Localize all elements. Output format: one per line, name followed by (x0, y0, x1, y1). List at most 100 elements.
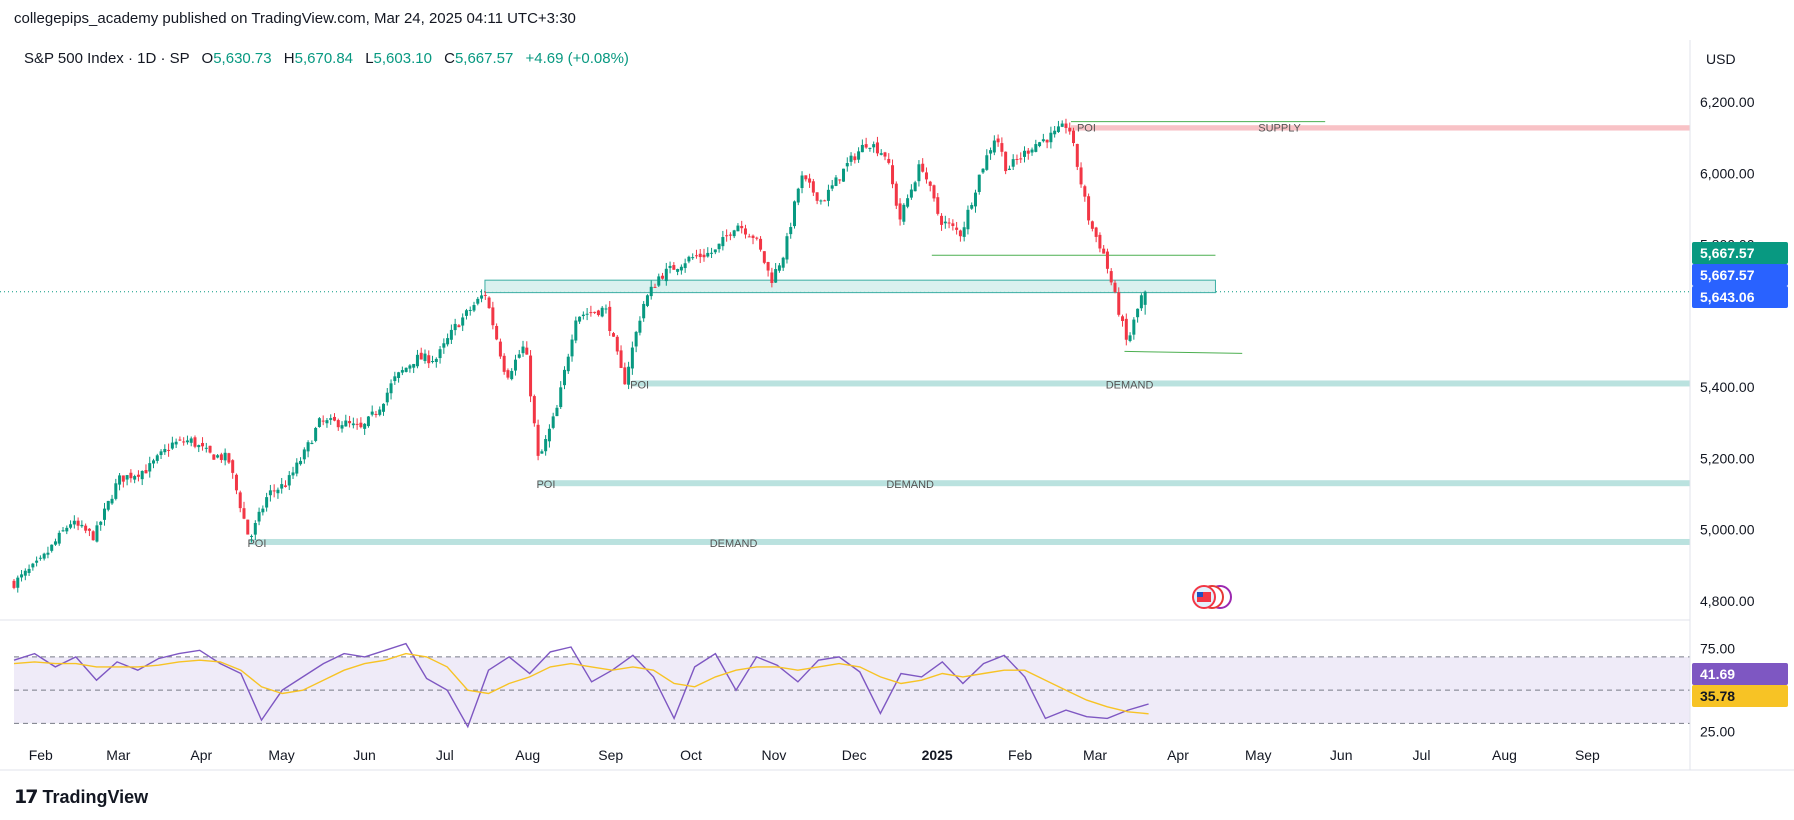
candle-body (189, 438, 193, 443)
time-tick-label: Apr (190, 747, 212, 763)
candle-body (872, 144, 876, 148)
high-value: 5,670.84 (294, 50, 354, 67)
candle-body (513, 359, 517, 371)
candle-body (287, 475, 291, 486)
candle-body (250, 535, 254, 537)
candle-body (495, 325, 499, 340)
candle-body (76, 520, 80, 526)
demand-zone (632, 380, 1690, 387)
candle-body (1007, 168, 1011, 170)
tradingview-logo-icon: 17 (14, 786, 38, 808)
open-label: O (201, 50, 214, 67)
candle-body (1128, 335, 1132, 341)
candle-body (404, 367, 408, 372)
candle-body (415, 354, 419, 367)
candle-body (174, 441, 178, 445)
candle-body (35, 560, 39, 563)
candle-body (283, 485, 287, 487)
candle-body (936, 197, 940, 214)
candle-body (657, 276, 661, 286)
tradingview-brand[interactable]: 17 TradingView (14, 786, 148, 808)
candle-body (804, 175, 808, 180)
candle-body (815, 192, 819, 201)
candle-body (551, 416, 555, 428)
candle-body (1019, 158, 1023, 160)
demand-label: DEMAND (886, 479, 934, 491)
candle-body (710, 252, 714, 254)
rsi-ma-value-badge: 35.78 (1700, 688, 1735, 704)
time-tick-label: Jul (436, 747, 454, 763)
candle-body (668, 265, 672, 268)
candle-body (106, 500, 110, 510)
candle-body (1034, 144, 1038, 152)
events-icon[interactable] (1192, 585, 1232, 609)
candle-body (1000, 143, 1004, 152)
candle-body (676, 269, 680, 272)
candle-body (743, 228, 747, 235)
candle-body (446, 338, 450, 345)
candle-body (1136, 308, 1140, 318)
price-badge-bg (1692, 264, 1788, 286)
candle-body (110, 498, 114, 504)
currency-label[interactable]: USD (1706, 51, 1736, 67)
candle-body (940, 215, 944, 225)
candle-body (121, 475, 125, 482)
candle-body (853, 156, 857, 161)
candle-body (608, 306, 612, 331)
candle-body (91, 531, 95, 541)
candle-body (185, 440, 189, 443)
time-tick-label: May (268, 747, 294, 763)
candle-body (544, 439, 548, 452)
candle-body (1075, 143, 1079, 167)
price-tick-label: 5,200.00 (1700, 450, 1755, 466)
price-badge-bg (1692, 286, 1788, 308)
candle-body (57, 532, 61, 544)
symbol-title[interactable]: S&P 500 Index · 1D · SP (24, 50, 190, 67)
candle-body (69, 524, 73, 528)
rsi-tick-label: 25.00 (1700, 724, 1735, 740)
candle-body (351, 423, 355, 426)
candle-body (231, 460, 235, 473)
candle-body (140, 471, 144, 480)
symbol-ohlc-bar: S&P 500 Index · 1D · SP O5,630.73 H5,670… (24, 50, 629, 67)
candle-body (374, 413, 378, 415)
supply-label: SUPPLY (1258, 122, 1301, 134)
close-value: 5,667.57 (454, 50, 514, 67)
candle-body (970, 205, 974, 209)
candle-body (1056, 126, 1060, 132)
candle-body (619, 350, 623, 368)
candle-body (540, 451, 544, 454)
candle-body (359, 422, 363, 428)
candle-body (642, 303, 646, 319)
candle-body (170, 442, 174, 449)
candle-body (868, 147, 872, 149)
price-tick-label: 6,200.00 (1700, 94, 1755, 110)
close-label: C (444, 50, 455, 67)
candle-body (506, 370, 510, 378)
candle-body (125, 475, 129, 480)
demand-label: DEMAND (710, 538, 758, 550)
candle-body (819, 200, 823, 202)
candles (12, 118, 1147, 593)
candle-body (321, 420, 325, 422)
candle-body (65, 527, 69, 532)
candle-body (453, 323, 457, 331)
candle-body (434, 358, 438, 363)
price-chart[interactable]: SUPPLY POI DEMAND POI DEMAND POI DEMAND POI 75.… (0, 0, 1794, 780)
candle-body (615, 336, 619, 352)
candle-body (842, 168, 846, 182)
candle-body (1004, 151, 1008, 172)
candle-body (566, 356, 570, 372)
publisher-line: collegepips_academy published on Trading… (14, 10, 576, 27)
candle-body (823, 200, 827, 202)
candle-body (498, 341, 502, 357)
candle-body (246, 519, 250, 535)
candle-body (981, 168, 985, 173)
candle-body (163, 448, 167, 453)
candle-body (197, 445, 201, 448)
rsi-ma-line (13, 652, 1149, 715)
close-price-badge-bg (1692, 242, 1788, 264)
price-badge: 5,643.06 (1700, 289, 1755, 305)
candle-body (732, 230, 736, 237)
candle-body (272, 490, 276, 492)
